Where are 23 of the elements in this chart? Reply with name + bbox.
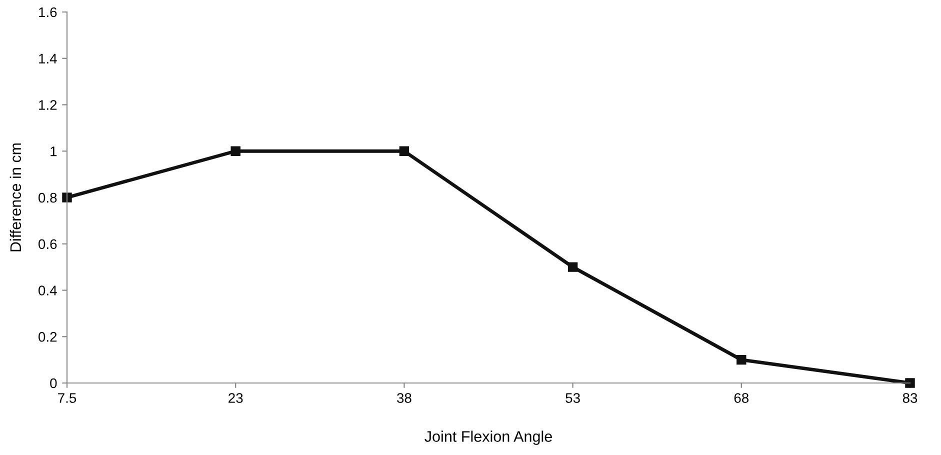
x-tick-label: 38	[397, 393, 412, 403]
x-tick-label: 53	[566, 393, 580, 403]
y-tick-label: 0.2	[38, 332, 57, 342]
point	[905, 378, 915, 388]
y-tick-label: 1.6	[39, 7, 57, 18]
point	[62, 192, 72, 202]
point	[399, 146, 410, 156]
y-tick-label: 0.8	[38, 192, 57, 203]
x-tick-label: 68	[734, 393, 749, 403]
y-axis-title: Difference in cm	[10, 143, 22, 252]
point	[736, 354, 746, 365]
y-tick-label: 0.6	[38, 239, 57, 250]
x-tick-label: 7.5	[58, 393, 76, 403]
y-tick-label: 1.4	[39, 54, 57, 64]
point	[568, 262, 578, 272]
x-tick-label: 23	[228, 393, 243, 403]
x-tick-label: 83	[902, 393, 918, 403]
y-tick-label: 0	[50, 378, 57, 388]
x-axis-title: Joint Flexion Angle	[424, 430, 552, 445]
point	[230, 146, 240, 156]
y-tick-label: 1	[50, 146, 57, 156]
y-tick-label: 1.2	[39, 100, 57, 110]
y-tick-label: 0.4	[38, 286, 57, 296]
